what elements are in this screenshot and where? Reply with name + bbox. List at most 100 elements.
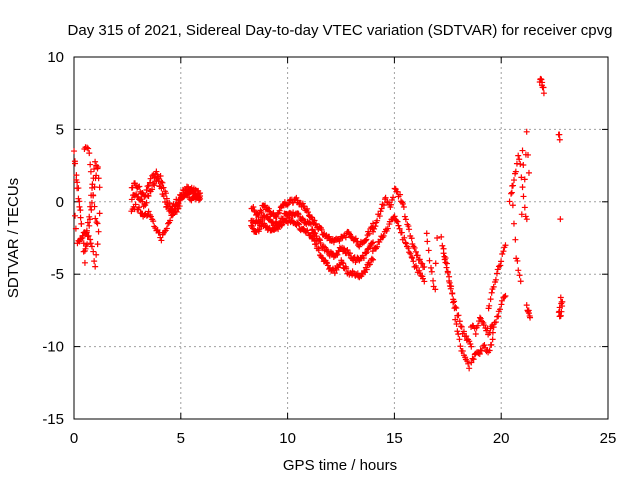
data-point: [527, 314, 534, 321]
data-point: [294, 197, 301, 204]
data-point: [416, 270, 423, 277]
data-point: [170, 208, 177, 215]
data-point: [517, 278, 524, 285]
data-point: [523, 128, 530, 135]
data-point: [378, 205, 385, 212]
x-tick-label: 10: [279, 430, 296, 447]
data-point: [430, 277, 437, 284]
data-point: [466, 365, 473, 372]
data-point: [556, 131, 563, 138]
data-point: [444, 269, 451, 276]
y-tick-label: -15: [42, 411, 64, 428]
data-point: [509, 202, 516, 209]
data-point: [93, 219, 100, 226]
data-point: [147, 213, 154, 220]
data-point: [188, 187, 195, 194]
data-point: [346, 250, 353, 257]
data-point: [476, 351, 483, 358]
data-point: [169, 212, 176, 219]
data-point: [76, 203, 83, 210]
data-point: [449, 290, 456, 297]
data-point: [441, 256, 448, 263]
data-point: [316, 236, 323, 243]
data-point: [419, 260, 426, 267]
data-point: [371, 225, 378, 232]
data-point: [451, 305, 458, 312]
data-point: [91, 166, 98, 173]
data-point: [446, 283, 453, 290]
data-point: [158, 237, 165, 244]
data-point: [250, 225, 257, 232]
data-point: [523, 216, 530, 223]
data-point: [284, 219, 291, 226]
data-point: [149, 186, 156, 193]
data-point: [515, 267, 522, 274]
data-point: [512, 168, 519, 175]
data-point: [393, 217, 400, 224]
data-point: [460, 328, 467, 335]
data-point: [457, 323, 464, 330]
data-point: [343, 265, 350, 272]
data-point: [131, 180, 138, 187]
data-point: [498, 297, 505, 304]
x-tick-label: 20: [493, 430, 510, 447]
data-point: [368, 240, 375, 247]
data-point: [301, 203, 308, 210]
data-point: [520, 161, 527, 168]
data-point: [464, 358, 471, 365]
data-point: [538, 76, 545, 83]
data-point: [388, 201, 395, 208]
y-tick-label: -5: [51, 266, 64, 283]
data-point: [451, 298, 458, 305]
data-point: [453, 320, 460, 327]
data-point: [500, 248, 507, 255]
data-point: [487, 296, 494, 303]
data-point: [73, 172, 80, 179]
data-point: [492, 276, 499, 283]
data-point: [455, 312, 462, 319]
data-point: [274, 210, 281, 217]
data-point: [94, 220, 101, 227]
data-point: [86, 150, 93, 157]
data-point: [416, 256, 423, 263]
data-point: [517, 161, 524, 168]
data-point: [86, 222, 93, 229]
data-point: [87, 168, 94, 175]
data-point: [363, 236, 370, 243]
data-point: [94, 241, 101, 248]
data-point: [466, 338, 473, 345]
data-point: [87, 240, 94, 247]
data-point: [71, 148, 78, 155]
data-point: [439, 242, 446, 249]
data-point: [315, 247, 322, 254]
data-point: [175, 200, 182, 207]
data-point: [518, 174, 525, 181]
data-point: [402, 216, 409, 223]
y-axis-label: SDTVAR / TECUs: [5, 178, 22, 298]
data-point: [421, 263, 428, 270]
data-point: [167, 207, 174, 214]
data-point: [508, 189, 515, 196]
data-point: [434, 235, 441, 241]
axis-ticks: [73, 56, 609, 420]
data-point: [88, 243, 95, 250]
data-point: [510, 220, 517, 227]
data-point: [450, 299, 457, 306]
data-point: [370, 256, 377, 263]
data-point: [401, 213, 408, 220]
data-point: [143, 187, 150, 194]
data-point: [87, 161, 94, 168]
x-tick-label: 5: [177, 430, 185, 447]
data-point: [75, 195, 82, 202]
data-point: [499, 251, 506, 258]
data-point: [77, 207, 84, 214]
data-point: [146, 179, 153, 186]
data-point: [395, 222, 402, 229]
data-point: [391, 213, 398, 220]
data-point: [311, 217, 318, 224]
data-point: [165, 220, 172, 227]
data-point: [477, 315, 484, 322]
data-point: [318, 226, 325, 233]
